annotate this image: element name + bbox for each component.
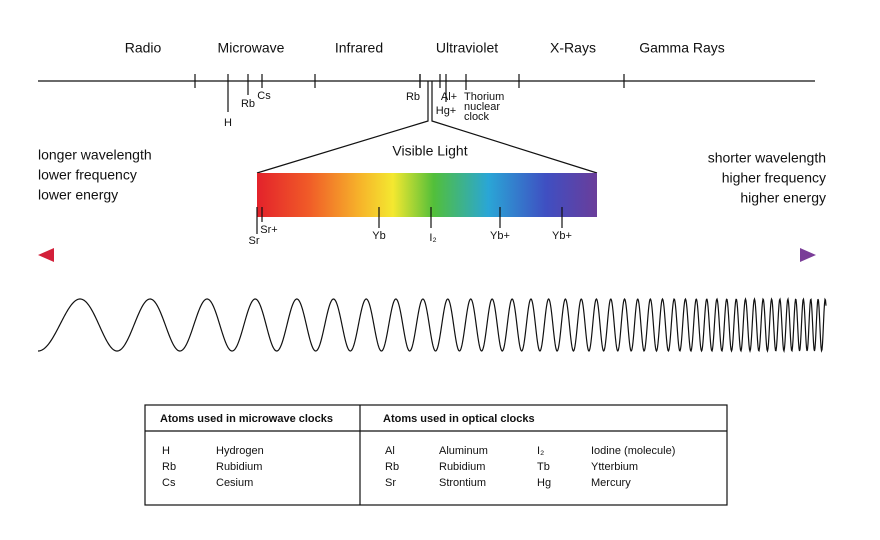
visible-marker-label: Yb bbox=[372, 230, 385, 242]
marker-label: Hg+ bbox=[436, 105, 457, 117]
table-cell: Sr bbox=[385, 477, 396, 489]
visible-marker-label: Yb+ bbox=[552, 230, 572, 242]
table-cell: Al bbox=[385, 445, 395, 457]
band-label: Ultraviolet bbox=[436, 40, 498, 56]
visible-spectrum bbox=[257, 173, 597, 217]
marker-label: Rb bbox=[241, 98, 255, 110]
table-cell: Cesium bbox=[216, 477, 253, 489]
table-header: Atoms used in microwave clocks bbox=[160, 413, 333, 425]
arrow-head-left bbox=[38, 248, 54, 262]
left-note: lower frequency bbox=[38, 167, 137, 183]
table-cell: Rubidium bbox=[216, 461, 262, 473]
arrow-head-right bbox=[800, 248, 816, 262]
table-header: Atoms used in optical clocks bbox=[383, 413, 535, 425]
table-cell: Strontium bbox=[439, 477, 486, 489]
visible-marker-label: I₂ bbox=[429, 232, 436, 244]
table-cell: Rb bbox=[162, 461, 176, 473]
table-cell: Rubidium bbox=[439, 461, 485, 473]
visible-marker-label: Sr bbox=[249, 235, 260, 247]
table-cell: Mercury bbox=[591, 477, 631, 489]
thorium-label: nuclear bbox=[464, 101, 500, 113]
table-cell: H bbox=[162, 445, 170, 457]
right-note: higher energy bbox=[740, 190, 826, 206]
table-border bbox=[144, 404, 728, 506]
visible-marker-label: Yb+ bbox=[490, 230, 510, 242]
table-cell: Cs bbox=[162, 477, 176, 489]
table-cell: Ytterbium bbox=[591, 461, 638, 473]
marker-label: H bbox=[224, 117, 232, 129]
thorium-label: Thorium bbox=[464, 91, 504, 103]
table-cell: Hg bbox=[537, 477, 551, 489]
table-cell: Hydrogen bbox=[216, 445, 264, 457]
band-label: Microwave bbox=[218, 40, 285, 56]
band-label: Radio bbox=[125, 40, 162, 56]
left-note: longer wavelength bbox=[38, 147, 152, 163]
visible-title: Visible Light bbox=[392, 143, 467, 159]
visible-funnel bbox=[256, 81, 598, 174]
table-cell: Rb bbox=[385, 461, 399, 473]
table-cell: Iodine (molecule) bbox=[591, 445, 675, 457]
table-cell: Tb bbox=[537, 461, 550, 473]
right-note: shorter wavelength bbox=[708, 150, 826, 166]
band-label: Infrared bbox=[335, 40, 383, 56]
band-label: Gamma Rays bbox=[639, 40, 725, 56]
marker-label: Rb bbox=[406, 91, 420, 103]
band-label: X-Rays bbox=[550, 40, 596, 56]
marker-label: Al+ bbox=[441, 91, 457, 103]
diagram-layer: Visible Light Atoms used in microwave cl… bbox=[37, 40, 827, 506]
left-note: lower energy bbox=[38, 187, 118, 203]
visible-marker-label: Sr+ bbox=[260, 224, 277, 236]
right-note: higher frequency bbox=[722, 170, 826, 186]
table-cell: Aluminum bbox=[439, 445, 488, 457]
thorium-label: clock bbox=[464, 111, 490, 123]
wave bbox=[37, 297, 827, 354]
marker-label: Cs bbox=[257, 90, 271, 102]
table-cell: I₂ bbox=[537, 445, 544, 457]
